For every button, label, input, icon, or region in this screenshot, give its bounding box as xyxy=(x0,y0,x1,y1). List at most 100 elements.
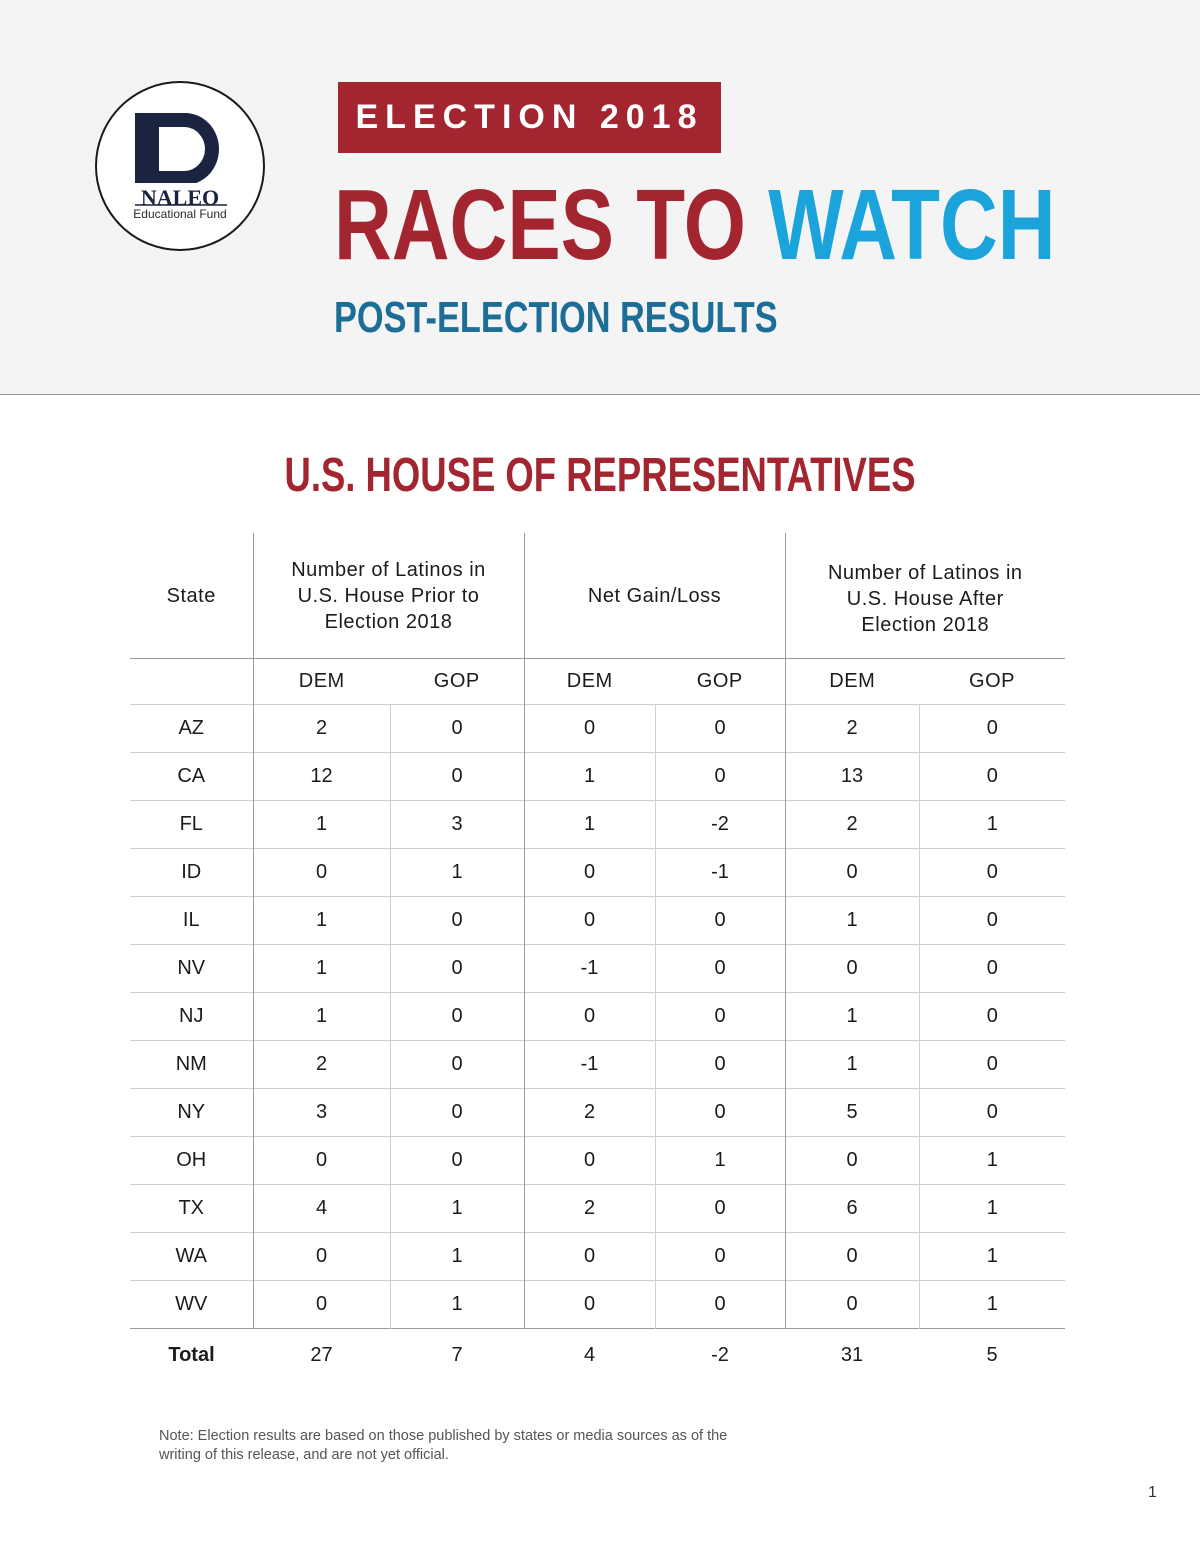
cell-state: CA xyxy=(130,752,253,801)
cell-prior-dem: 0 xyxy=(252,848,390,897)
total-cell-prior-gop: 7 xyxy=(390,1328,524,1381)
total-cell-prior-dem: 27 xyxy=(253,1328,390,1381)
party-header-dem: DEM xyxy=(784,658,920,705)
cell-prior-gop: 0 xyxy=(389,1136,524,1185)
cell-prior-dem: 1 xyxy=(252,800,390,849)
cell-prior-gop: 0 xyxy=(389,896,524,945)
cell-after-gop: 1 xyxy=(918,1136,1066,1185)
cell-net-gop: 0 xyxy=(654,1232,786,1281)
page-number: 1 xyxy=(1148,1484,1157,1501)
cell-after-gop: 0 xyxy=(918,848,1066,897)
table-row: NY 3 0 2 0 5 0 xyxy=(130,1088,1066,1137)
cell-prior-dem: 12 xyxy=(252,752,390,801)
party-header-blank xyxy=(130,659,253,705)
table-row: TX 4 1 2 0 6 1 xyxy=(130,1184,1066,1233)
cell-prior-gop: 0 xyxy=(389,752,524,801)
cell-net-gop: 0 xyxy=(654,944,786,993)
cell-state: TX xyxy=(130,1184,253,1233)
footnote: Note: Election results are based on thos… xyxy=(159,1428,728,1463)
cell-after-dem: 0 xyxy=(784,1136,920,1185)
cell-after-gop: 0 xyxy=(918,752,1066,801)
cell-prior-dem: 0 xyxy=(252,1136,390,1185)
section-title: U.S. HOUSE OF REPRESENTATIVES xyxy=(284,449,916,502)
cell-net-gop: 0 xyxy=(654,896,786,945)
cell-after-gop: 0 xyxy=(918,1040,1066,1089)
cell-after-dem: 0 xyxy=(784,1280,920,1329)
title-part-blue: WATCH xyxy=(768,169,1056,281)
cell-state: NY xyxy=(130,1088,253,1137)
party-header-gop: GOP xyxy=(433,670,480,692)
cell-net-dem: 0 xyxy=(523,1280,655,1329)
cell-net-gop: 0 xyxy=(654,1280,786,1329)
cell-net-gop: 0 xyxy=(654,992,786,1041)
cell-net-dem: 0 xyxy=(523,992,655,1041)
cell-after-gop: 1 xyxy=(918,1280,1066,1329)
cell-after-gop: 0 xyxy=(918,1088,1066,1137)
cell-prior-dem: 2 xyxy=(252,704,390,753)
cell-after-gop: 0 xyxy=(918,992,1066,1041)
party-header-gop: GOP xyxy=(696,670,743,692)
header-prior: Number of Latinos in U.S. House Prior to… xyxy=(252,533,524,659)
cell-state: WV xyxy=(130,1280,253,1329)
title-part-red: RACES TO xyxy=(334,169,746,281)
table-row: CA 12 0 1 0 13 0 xyxy=(130,752,1066,801)
cell-state: OH xyxy=(130,1136,253,1185)
table-row: WA 0 1 0 0 0 1 xyxy=(130,1232,1066,1281)
cell-prior-gop: 0 xyxy=(389,944,524,993)
header-after: Number of Latinos in U.S. House After El… xyxy=(784,533,1066,659)
cell-net-gop: 0 xyxy=(654,1088,786,1137)
table-row: NJ 1 0 0 0 1 0 xyxy=(130,992,1066,1041)
cell-after-gop: 1 xyxy=(918,1232,1066,1281)
cell-prior-dem: 1 xyxy=(252,896,390,945)
cell-state: AZ xyxy=(130,704,253,753)
table-row: WV 0 1 0 0 0 1 xyxy=(130,1280,1066,1329)
cell-net-dem: -1 xyxy=(523,1040,655,1089)
cell-net-dem: 0 xyxy=(523,896,655,945)
total-cell-after-dem: 31 xyxy=(785,1328,920,1381)
election-badge: ELECTION 2018 xyxy=(338,82,721,153)
cell-net-gop: 1 xyxy=(654,1136,786,1185)
cell-prior-gop: 0 xyxy=(389,1040,524,1089)
cell-after-dem: 1 xyxy=(784,896,920,945)
cell-net-gop: -2 xyxy=(654,800,786,849)
cell-prior-dem: 4 xyxy=(252,1184,390,1233)
party-header-dem: DEM xyxy=(523,658,655,705)
header-after-text: Number of Latinos in U.S. House After El… xyxy=(827,561,1023,636)
table-row: OH 0 0 0 1 0 1 xyxy=(130,1136,1066,1185)
page-subtitle: POST-ELECTION RESULTS xyxy=(334,293,778,342)
header-state: State xyxy=(166,584,216,607)
cell-prior-gop: 1 xyxy=(389,1232,524,1281)
cell-prior-dem: 0 xyxy=(252,1232,390,1281)
header-banner: NALEO Educational Fund ELECTION 2018 RAC… xyxy=(0,0,1200,395)
cell-net-dem: 2 xyxy=(523,1088,655,1137)
logo-mark-icon xyxy=(135,113,227,206)
table-row: FL 1 3 1 -2 2 1 xyxy=(130,800,1066,849)
cell-prior-dem: 1 xyxy=(252,992,390,1041)
total-cell-net-gop: -2 xyxy=(655,1328,786,1381)
table-row: AZ 2 0 0 0 2 0 xyxy=(130,704,1066,753)
cell-after-dem: 0 xyxy=(784,848,920,897)
header-prior-text: Number of Latinos in U.S. House Prior to… xyxy=(291,558,486,633)
cell-prior-gop: 0 xyxy=(389,1088,524,1137)
cell-net-dem: 2 xyxy=(523,1184,655,1233)
cell-prior-gop: 0 xyxy=(389,704,524,753)
table-row: NV 1 0 -1 0 0 0 xyxy=(130,944,1066,993)
cell-state: NV xyxy=(130,944,253,993)
cell-after-dem: 5 xyxy=(784,1088,920,1137)
cell-after-gop: 0 xyxy=(918,944,1066,993)
logo-name: NALEO xyxy=(140,185,220,210)
cell-after-dem: 13 xyxy=(784,752,920,801)
cell-prior-gop: 1 xyxy=(389,1184,524,1233)
total-cell-after-gop: 5 xyxy=(919,1328,1066,1381)
total-row: Total 27 7 4 -2 31 5 xyxy=(130,1328,1066,1381)
table-row: IL 1 0 0 0 1 0 xyxy=(130,896,1066,945)
cell-prior-dem: 1 xyxy=(252,944,390,993)
cell-prior-dem: 0 xyxy=(252,1280,390,1329)
cell-state: FL xyxy=(130,800,253,849)
cell-after-gop: 0 xyxy=(918,704,1066,753)
cell-net-dem: 0 xyxy=(523,704,655,753)
cell-net-dem: 0 xyxy=(523,1136,655,1185)
party-header-row: DEM GOP DEM GOP DEM GOP xyxy=(130,658,1065,705)
cell-after-dem: 1 xyxy=(784,992,920,1041)
cell-net-dem: 1 xyxy=(523,800,655,849)
